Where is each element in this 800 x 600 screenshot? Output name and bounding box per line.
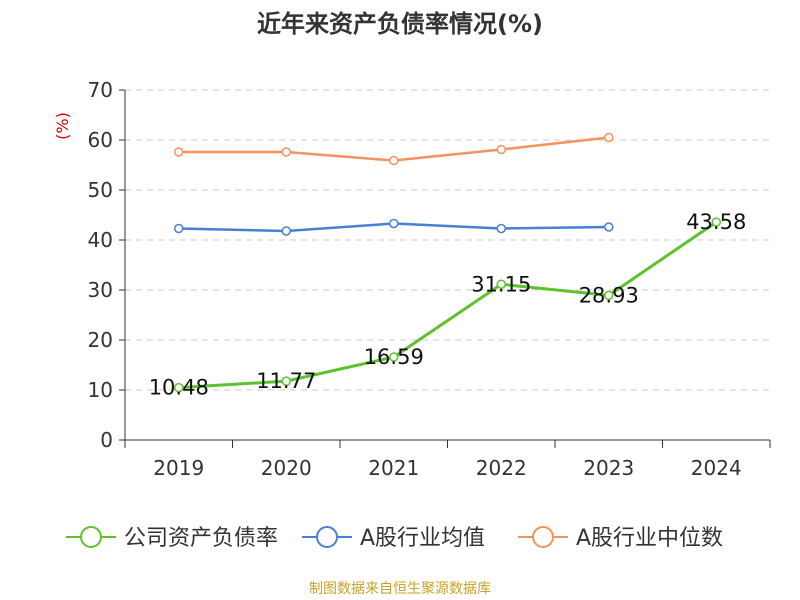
data-point — [174, 382, 184, 393]
y-tick-label: 30 — [88, 278, 113, 302]
data-point — [389, 155, 399, 166]
source-note: 制图数据来自恒生聚源数据库 — [309, 581, 491, 597]
x-tick-label: 2020 — [261, 456, 312, 480]
x-tick-label: 2024 — [691, 456, 742, 480]
x-tick-label: 2021 — [368, 456, 419, 480]
data-point — [496, 223, 506, 234]
data-label: 10.48 — [149, 376, 209, 400]
data-point — [604, 222, 614, 232]
grid-lines — [125, 89, 770, 391]
legend: 公司资产负债率 A股行业均值 A股行业中位数 — [66, 526, 723, 551]
data-label: 28.93 — [579, 283, 639, 307]
data-point — [281, 147, 291, 157]
legend-marker — [532, 526, 554, 548]
data-point — [174, 223, 184, 234]
x-tick-label: 2019 — [153, 456, 204, 480]
x-tick-label: 2023 — [583, 456, 634, 480]
legend-label: A股行业均值 — [360, 526, 485, 551]
data-point — [711, 217, 721, 227]
data-point — [604, 132, 614, 143]
data-label: 43.58 — [686, 210, 746, 234]
chart-title: 近年来资产负债率情况(%) — [257, 10, 543, 38]
y-tick-label: 60 — [88, 128, 113, 152]
y-tick-label: 50 — [88, 178, 113, 202]
axes: 0 10 20 30 40 50 60 70 2019 2020 2021 2022 2023 2024 (… — [53, 78, 771, 480]
data-point — [281, 376, 291, 386]
data-point — [604, 290, 614, 301]
y-tick-label: 0 — [100, 428, 113, 452]
legend-label: A股行业中位数 — [576, 526, 723, 551]
data-label: 11.77 — [256, 369, 316, 393]
data-label: 31.15 — [471, 272, 531, 296]
series-lines — [174, 132, 721, 393]
y-tick-label: 20 — [88, 328, 113, 352]
data-point — [496, 279, 506, 289]
data-point — [174, 147, 184, 157]
data-point — [389, 218, 399, 229]
y-axis-label: (%) — [53, 112, 72, 140]
y-tick-label: 40 — [88, 228, 113, 252]
data-point — [389, 352, 399, 362]
y-tick-label: 10 — [88, 378, 113, 402]
legend-marker — [316, 526, 338, 548]
series-line — [178, 220, 718, 390]
legend-label: 公司资产负债率 — [124, 526, 278, 551]
data-labels: 10.48 11.77 16.59 31.15 28.93 43.58 — [149, 210, 747, 400]
x-tick-label: 2022 — [476, 456, 527, 480]
data-point — [496, 144, 506, 155]
data-point — [281, 226, 291, 236]
data-label: 16.59 — [364, 345, 424, 369]
legend-marker — [80, 526, 102, 548]
y-tick-label: 70 — [88, 78, 113, 102]
